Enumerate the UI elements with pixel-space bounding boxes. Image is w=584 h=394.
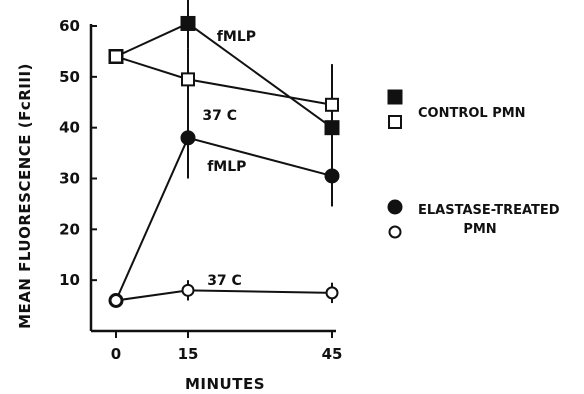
series-annotation: 37 C <box>202 108 237 124</box>
y-axis-title: MEAN FLUORESCENCE (FcRIII) <box>16 63 34 329</box>
legend-marker-filled-circle <box>387 199 403 215</box>
series-line <box>115 55 333 106</box>
legend-label: CONTROL PMN <box>418 106 526 121</box>
y-tick-label: 30 <box>59 170 80 188</box>
series-control-pmn37-c <box>109 48 339 146</box>
x-tick-label: 0 <box>111 345 121 363</box>
series-annotation: 37 C <box>207 273 242 289</box>
legend-marker-open-square <box>388 115 402 129</box>
y-tick-label: 10 <box>59 271 80 289</box>
series-annotation: fMLP <box>217 29 256 45</box>
x-tick-label: 15 <box>178 345 199 363</box>
data-point <box>180 130 196 146</box>
data-point <box>181 72 195 87</box>
plot-annotations: fMLP 37 C fMLP 37 C <box>202 29 256 289</box>
x-tick-label: 45 <box>322 345 343 363</box>
legend-marker-filled-square <box>387 89 403 105</box>
y-tick-label: 40 <box>59 119 80 137</box>
legend: CONTROL PMN ELASTASE-TREATED PMN <box>387 89 560 239</box>
series-annotation: fMLP <box>207 159 246 175</box>
x-axis-ticks: 0 15 45 <box>111 331 343 363</box>
data-point <box>109 294 123 307</box>
y-tick-label: 20 <box>59 220 80 238</box>
plot-series <box>108 0 340 308</box>
data-point <box>325 286 339 300</box>
data-point <box>109 49 123 64</box>
legend-marker-open-circle <box>388 225 402 239</box>
data-point <box>324 168 340 184</box>
legend-label: ELASTASE-TREATED <box>418 203 560 218</box>
data-point <box>325 97 339 112</box>
x-axis-title: MINUTES <box>185 375 265 393</box>
y-axis-ticks: 10 20 30 40 50 60 <box>59 17 97 289</box>
y-tick-label: 60 <box>59 17 80 35</box>
data-point <box>181 283 195 297</box>
series-control-pmnfmlp <box>108 0 340 164</box>
series-line <box>115 289 333 302</box>
legend-label: PMN <box>463 222 496 237</box>
series-elastase-treated-pmn37-c <box>109 280 339 307</box>
data-point <box>180 15 196 31</box>
y-tick-label: 50 <box>59 68 80 86</box>
